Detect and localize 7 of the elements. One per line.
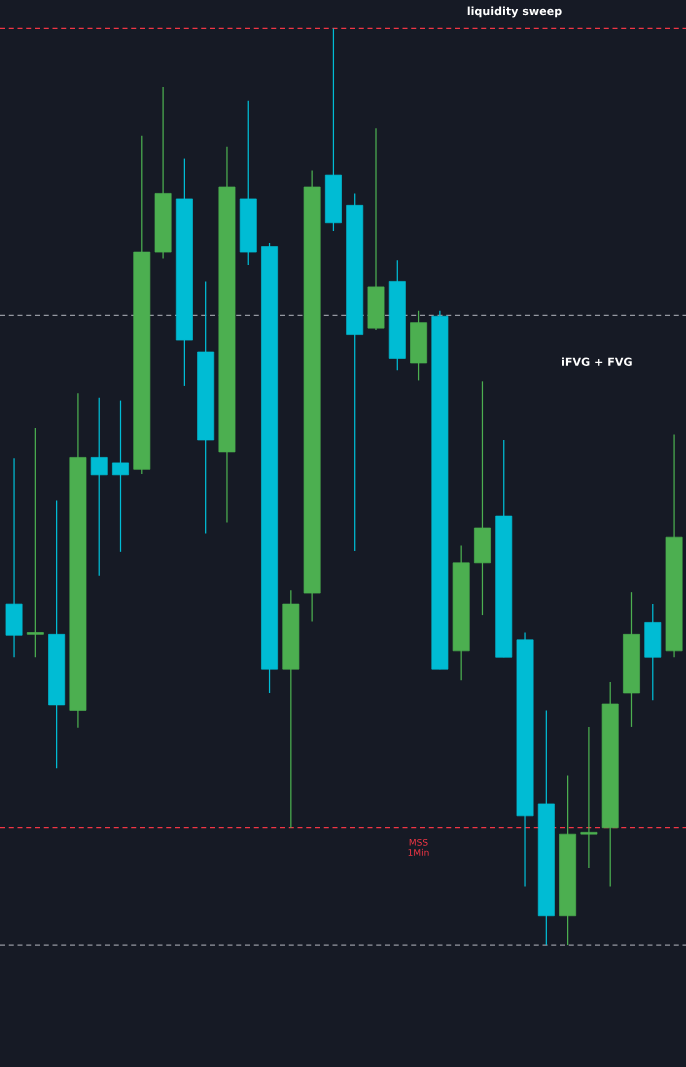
- candlestick: [580, 726, 598, 869]
- candlestick: [112, 399, 129, 553]
- annotation: iFVG + FVG: [562, 357, 632, 366]
- ref-line-label: liquidity sweep: [467, 6, 562, 18]
- ref-line-label: MSS 1Min: [408, 838, 429, 856]
- candlestick: [26, 427, 44, 658]
- candlestick: [90, 397, 108, 577]
